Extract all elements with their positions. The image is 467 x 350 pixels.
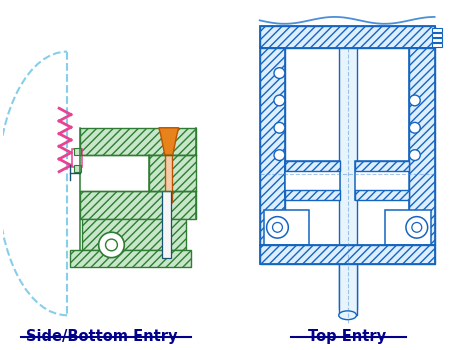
Bar bbox=[409, 48, 435, 245]
Polygon shape bbox=[159, 128, 179, 155]
Bar bbox=[162, 191, 171, 258]
Bar bbox=[409, 48, 435, 245]
Bar bbox=[432, 38, 443, 42]
Circle shape bbox=[274, 150, 285, 161]
Circle shape bbox=[410, 122, 420, 133]
Circle shape bbox=[412, 223, 422, 232]
Bar bbox=[432, 43, 443, 47]
Bar bbox=[74, 148, 81, 155]
Text: Top Entry: Top Entry bbox=[308, 329, 386, 344]
Bar bbox=[432, 28, 443, 32]
Text: Side/Bottom Entry: Side/Bottom Entry bbox=[26, 329, 177, 344]
Circle shape bbox=[274, 122, 285, 133]
Circle shape bbox=[274, 68, 285, 78]
Circle shape bbox=[99, 232, 124, 258]
Circle shape bbox=[273, 223, 283, 232]
Bar bbox=[260, 48, 285, 245]
Bar bbox=[260, 48, 285, 245]
Bar bbox=[264, 210, 309, 245]
Bar bbox=[354, 161, 409, 200]
Bar bbox=[285, 190, 340, 200]
Bar bbox=[72, 149, 82, 167]
Bar bbox=[260, 245, 435, 265]
Bar bbox=[285, 161, 340, 200]
Bar bbox=[149, 155, 197, 191]
Circle shape bbox=[274, 95, 285, 106]
Bar bbox=[165, 155, 172, 202]
Bar bbox=[260, 26, 435, 48]
Ellipse shape bbox=[339, 311, 356, 320]
Bar bbox=[260, 26, 435, 48]
Circle shape bbox=[406, 217, 428, 238]
Circle shape bbox=[410, 150, 420, 161]
Bar bbox=[82, 219, 185, 250]
Bar bbox=[80, 191, 197, 219]
Bar bbox=[354, 161, 409, 171]
Bar bbox=[70, 250, 191, 267]
Bar bbox=[432, 33, 443, 37]
Bar bbox=[385, 210, 431, 245]
Bar bbox=[354, 190, 409, 200]
Circle shape bbox=[410, 95, 420, 106]
Bar bbox=[339, 265, 356, 315]
Circle shape bbox=[267, 217, 288, 238]
Bar bbox=[339, 48, 356, 309]
Bar bbox=[74, 165, 81, 172]
Bar bbox=[285, 161, 340, 171]
Bar bbox=[260, 245, 435, 265]
Circle shape bbox=[106, 239, 117, 251]
Bar bbox=[80, 128, 197, 155]
